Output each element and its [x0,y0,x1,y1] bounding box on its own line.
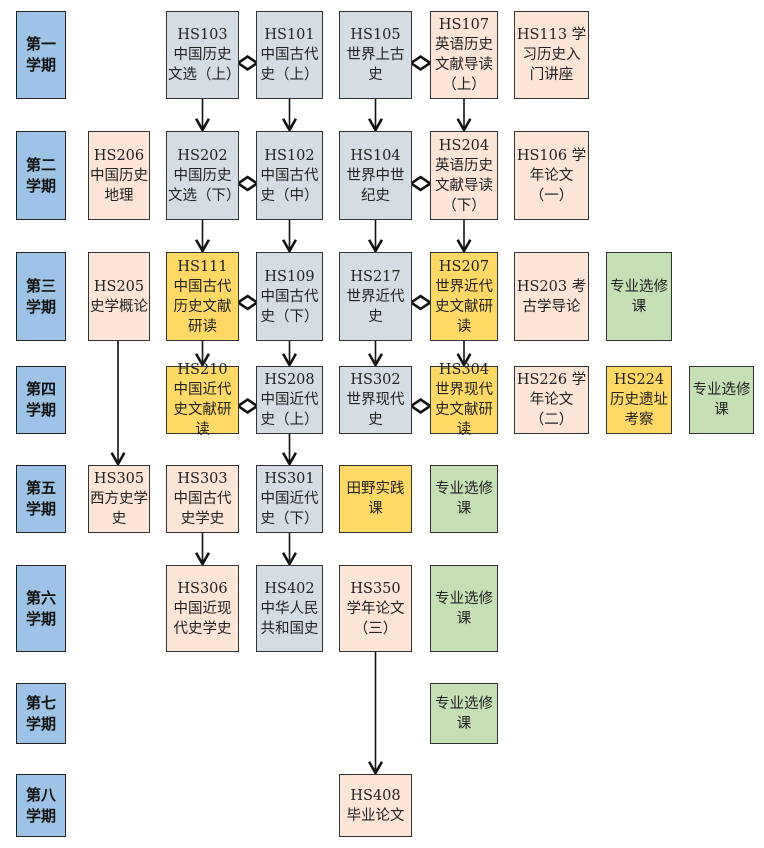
course-box[interactable]: HS204 英语历史文献导读（下） [430,131,498,220]
course-box[interactable]: 专业选修课 [689,366,754,434]
course-box[interactable]: HS208 中国近代史（上） [256,366,323,434]
course-box[interactable]: HS304 世界现代史文献研读 [430,362,498,438]
semester-label: 第一学期 [16,11,66,99]
course-box[interactable]: HS205 史学概论 [88,252,150,341]
semester-label: 第六学期 [16,565,66,652]
course-box[interactable]: HS113 学习历史入门讲座 [514,11,589,99]
semester-label: 第八学期 [16,774,66,837]
course-box[interactable]: HS203 考古学导论 [514,252,589,341]
course-box[interactable]: HS217 世界近代史 [339,252,412,341]
course-box[interactable]: HS210 中国近代史文献研读 [166,362,239,438]
semester-label: 第二学期 [16,131,66,220]
course-box[interactable]: 专业选修课 [606,252,672,341]
course-box[interactable]: HS408 毕业论文 [339,774,412,837]
course-box[interactable]: HS305 西方史学史 [88,465,150,533]
course-box[interactable]: HS103 中国历史文选（上） [166,11,241,99]
course-box[interactable]: 专业选修课 [430,683,498,744]
course-box[interactable]: HS111 中国古代历史文献研读 [166,252,239,341]
course-box[interactable]: HS107 英语历史文献导读（上） [430,11,498,99]
course-box[interactable]: HS202 中国历史文选（下） [166,131,241,220]
course-box[interactable]: HS101 中国古代史（上） [256,11,323,99]
course-box[interactable]: 专业选修课 [430,465,498,533]
course-box[interactable]: HS207 世界近代史文献研读 [430,252,498,341]
course-box[interactable]: HS302 世界现代史 [339,366,412,434]
semester-label: 第七学期 [16,683,66,744]
course-box[interactable]: HS106 学年论文（一） [514,131,589,220]
semester-label: 第三学期 [16,252,66,341]
course-box[interactable]: HS301 中国近代史（下） [256,465,323,533]
semester-label: 第五学期 [16,465,66,533]
course-box[interactable]: 专业选修课 [430,565,498,652]
course-box[interactable]: HS226 学年论文（二） [514,366,589,434]
course-box[interactable]: HS402 中华人民共和国史 [256,565,323,652]
course-box[interactable]: 田野实践课 [339,465,412,533]
course-box[interactable]: HS224 历史遗址考察 [606,366,672,434]
course-box[interactable]: HS109 中国古代史（下） [256,252,323,341]
course-box[interactable]: HS306 中国近现代史学史 [166,565,239,652]
course-box[interactable]: HS206 中国历史地理 [88,131,150,220]
semester-label: 第四学期 [16,366,66,434]
course-box[interactable]: HS102 中国古代史（中） [256,131,323,220]
course-box[interactable]: HS350 学年论文（三） [339,565,412,652]
course-box[interactable]: HS104 世界中世纪史 [339,131,412,220]
course-box[interactable]: HS105 世界上古史 [339,11,412,99]
course-box[interactable]: HS303 中国古代史学史 [166,465,239,533]
